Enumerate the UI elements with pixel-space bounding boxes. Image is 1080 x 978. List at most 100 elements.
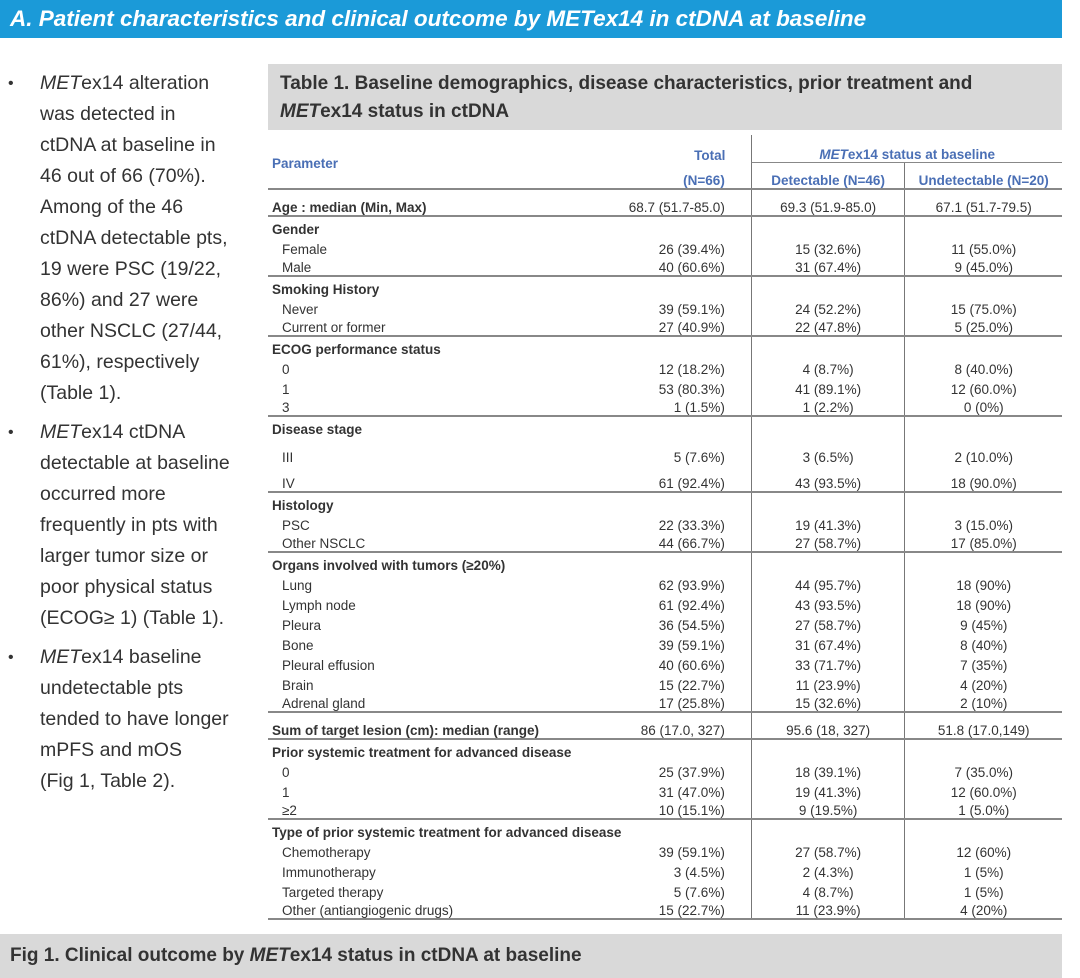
section-banner: A. Patient characteristics and clinical … bbox=[0, 0, 1062, 38]
total-cell: 44 (66.7%) bbox=[658, 536, 725, 551]
header-group-text: ex14 status at baseline bbox=[847, 147, 995, 162]
table-row: Lung 62 (93.9%) 44 (95.7%) 18 (90%) bbox=[268, 573, 1062, 593]
table-header-row-2: (N=66) Detectable (N=46) Undetectable (N… bbox=[268, 163, 1062, 190]
total-cell: 15 (22.7%) bbox=[658, 903, 725, 918]
key-findings: • MET ex14 alteration was detected in ctDNA … bbox=[8, 68, 266, 805]
bullet-item: • METex14 baseline undetectable pts tended … bbox=[8, 642, 266, 797]
bullet-text: mPFS and mOS bbox=[40, 739, 182, 761]
table-row: Pleura 36 (54.5%) 27 (58.7%) 9 (45%) bbox=[268, 613, 1062, 633]
figure-title-text: Fig 1. Clinical outcome by bbox=[10, 945, 250, 966]
parameter-cell: 3 bbox=[282, 400, 290, 415]
parameter-cell: Current or former bbox=[282, 320, 386, 335]
detectable-cell: 3 (6.5%) bbox=[750, 437, 905, 465]
bullet-text: ctDNA at baseline in bbox=[40, 134, 216, 156]
bullet-line: occurred more bbox=[40, 479, 266, 510]
section-value: 68.7 (51.7-85.0) bbox=[628, 200, 725, 215]
parameter-cell: 1 bbox=[282, 382, 290, 397]
table-row: Never 39 (59.1%) 24 (52.2%) 15 (75.0%) bbox=[268, 297, 1062, 317]
bullet-line: METex14 ctDNA bbox=[40, 417, 266, 448]
bullet-text: undetectable pts bbox=[40, 677, 184, 699]
table-row: 0 12 (18.2%) 4 (8.7%) 8 (40.0%) bbox=[268, 357, 1062, 377]
section-value: 51.8 (17.0,149) bbox=[904, 713, 1062, 738]
bullet-line: 86%) and 27 were bbox=[40, 285, 266, 316]
figure-title-gene: MET bbox=[249, 945, 290, 966]
section-value bbox=[904, 417, 1062, 437]
undetectable-cell: 8 (40.0%) bbox=[904, 357, 1062, 377]
detectable-cell: 9 (19.5%) bbox=[750, 800, 905, 818]
total-cell: 27 (40.9%) bbox=[658, 320, 725, 335]
parameter-cell: Pleural effusion bbox=[282, 658, 375, 673]
bullet-gene: MET bbox=[40, 646, 82, 668]
section-value: 95.6 (18, 327) bbox=[750, 713, 905, 738]
undetectable-cell: 8 (40%) bbox=[904, 633, 1062, 653]
parameter-cell: Never bbox=[282, 302, 319, 317]
section-value bbox=[904, 740, 1062, 760]
figure-title-text-end: ex14 status in ctDNA at baseline bbox=[289, 945, 582, 966]
detectable-cell: 15 (32.6%) bbox=[750, 237, 905, 257]
header-total-n: (N=66) bbox=[683, 173, 725, 188]
parameter-cell: Female bbox=[282, 242, 328, 257]
section-row: Sum of target lesion (cm): median (range… bbox=[268, 713, 1062, 740]
detectable-cell: 27 (58.7%) bbox=[750, 613, 905, 633]
table-row: Female 26 (39.4%) 15 (32.6%) 11 (55.0%) bbox=[268, 237, 1062, 257]
bullet-line: frequently in pts with bbox=[40, 510, 266, 541]
bullet-line: 46 out of 66 (70%). bbox=[40, 161, 266, 192]
bullet-text: detectable at baseline bbox=[40, 452, 230, 474]
detectable-cell: 33 (71.7%) bbox=[750, 653, 905, 673]
bullet-text: poor physical status bbox=[40, 576, 213, 598]
detectable-cell: 11 (23.9%) bbox=[750, 673, 905, 693]
total-cell: 1 (1.5%) bbox=[673, 400, 725, 415]
table-body: Age : median (Min, Max) 68.7 (51.7-85.0) 6… bbox=[268, 190, 1062, 920]
table-row: 3 1 (1.5%) 1 (2.2%) 0 (0%) bbox=[268, 397, 1062, 417]
bullet-line: METex14 baseline bbox=[40, 642, 266, 673]
header-detectable: Detectable (N=46) bbox=[750, 163, 905, 188]
section-value: 67.1 (51.7-79.5) bbox=[904, 190, 1062, 215]
section-row: ECOG performance status bbox=[268, 337, 1062, 357]
section-title: Gender bbox=[272, 222, 320, 237]
undetectable-cell: 18 (90%) bbox=[904, 573, 1062, 593]
total-cell: 5 (7.6%) bbox=[673, 885, 725, 900]
header-group-gene: MET bbox=[819, 147, 848, 162]
parameter-cell: Immunotherapy bbox=[282, 865, 376, 880]
detectable-cell: 43 (93.5%) bbox=[750, 593, 905, 613]
total-cell: 3 (4.5%) bbox=[673, 865, 725, 880]
figure-title: Fig 1. Clinical outcome by METex14 statu… bbox=[0, 934, 1062, 978]
bullet-line: 61%), respectively bbox=[40, 347, 266, 378]
total-cell: 62 (93.9%) bbox=[658, 578, 725, 593]
section-value bbox=[904, 277, 1062, 297]
section-row: Disease stage bbox=[268, 417, 1062, 437]
parameter-cell: Brain bbox=[282, 678, 314, 693]
parameter-cell: Adrenal gland bbox=[282, 696, 366, 711]
bullet-line: detectable at baseline bbox=[40, 448, 266, 479]
parameter-cell: 1 bbox=[282, 785, 290, 800]
detectable-cell: 2 (4.3%) bbox=[750, 860, 905, 880]
bullet-text: ex14 alteration bbox=[81, 72, 210, 94]
total-cell: 40 (60.6%) bbox=[658, 260, 725, 275]
bullet-line: poor physical status bbox=[40, 572, 266, 603]
header-total: Total bbox=[694, 148, 726, 163]
detectable-cell: 24 (52.2%) bbox=[750, 297, 905, 317]
table-row: ≥2 10 (15.1%) 9 (19.5%) 1 (5.0%) bbox=[268, 800, 1062, 820]
undetectable-cell: 7 (35%) bbox=[904, 653, 1062, 673]
section-value bbox=[750, 553, 905, 573]
parameter-cell: 0 bbox=[282, 362, 290, 377]
table-title-gene: MET bbox=[280, 101, 321, 122]
section-row: Age : median (Min, Max) 68.7 (51.7-85.0) 6… bbox=[268, 190, 1062, 217]
bullet-line: other NSCLC (27/44, bbox=[40, 316, 266, 347]
undetectable-cell: 15 (75.0%) bbox=[904, 297, 1062, 317]
bullet-text: 19 were PSC (19/22, bbox=[40, 258, 222, 280]
bullet-line: 19 were PSC (19/22, bbox=[40, 254, 266, 285]
bullet-text: 61%), respectively bbox=[40, 351, 200, 373]
total-cell: 40 (60.6%) bbox=[658, 658, 725, 673]
parameter-cell: Lymph node bbox=[282, 598, 356, 613]
detectable-cell: 11 (23.9%) bbox=[750, 900, 905, 918]
table-row: IV 61 (92.4%) 43 (93.5%) 18 (90.0%) bbox=[268, 465, 1062, 493]
total-cell: 61 (92.4%) bbox=[658, 598, 725, 613]
table-row: Male 40 (60.6%) 31 (67.4%) 9 (45.0%) bbox=[268, 257, 1062, 277]
table-row: Bone 39 (59.1%) 31 (67.4%) 8 (40%) bbox=[268, 633, 1062, 653]
total-cell: 22 (33.3%) bbox=[658, 518, 725, 533]
bullet-icon: • bbox=[8, 75, 14, 92]
bullet-line: was detected in bbox=[40, 99, 266, 130]
table-title: Table 1. Baseline demographics, disease … bbox=[268, 64, 1062, 130]
undetectable-cell: 17 (85.0%) bbox=[904, 533, 1062, 551]
